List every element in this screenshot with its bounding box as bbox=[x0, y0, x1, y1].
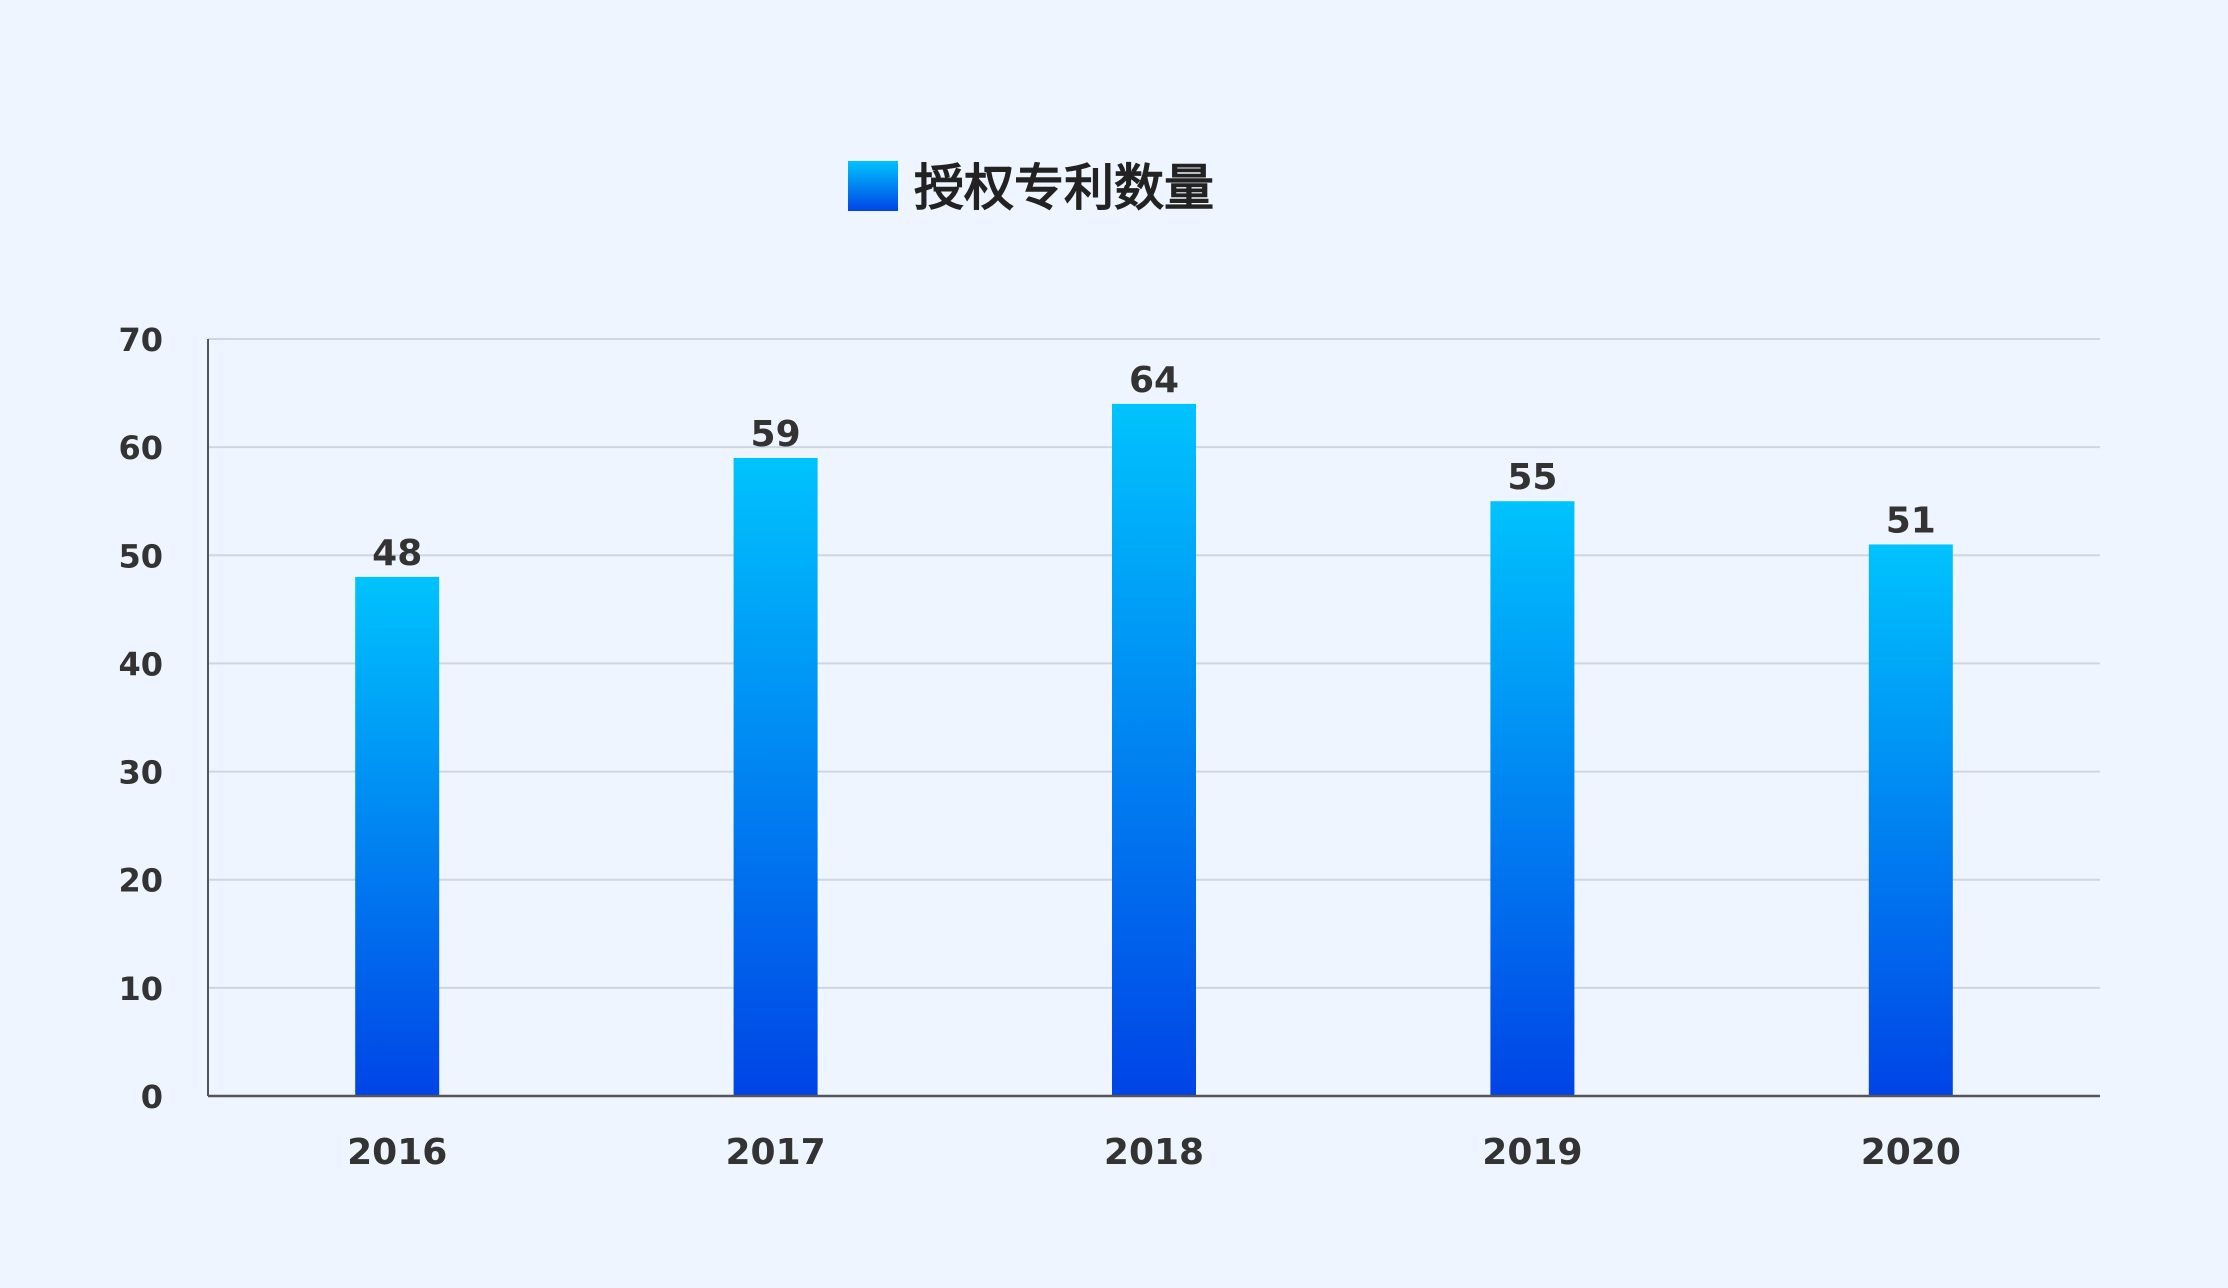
data-labels: 48 59 64 55 51 bbox=[372, 360, 1936, 574]
y-tick-label: 50 bbox=[118, 537, 163, 575]
bar-2019 bbox=[1490, 501, 1575, 1096]
x-tick-label-2017: 2017 bbox=[725, 1132, 825, 1173]
y-tick-label: 0 bbox=[141, 1078, 163, 1116]
legend-swatch bbox=[848, 161, 898, 211]
x-tick-label-2016: 2016 bbox=[347, 1132, 447, 1173]
data-label-2020: 51 bbox=[1886, 500, 1936, 541]
legend: 授权专利数量 bbox=[848, 159, 1214, 217]
bar-2020 bbox=[1868, 544, 1953, 1096]
y-tick-label: 30 bbox=[118, 754, 163, 792]
data-label-2018: 64 bbox=[1129, 360, 1179, 401]
y-tick-label: 60 bbox=[118, 429, 163, 467]
data-label-2019: 55 bbox=[1507, 457, 1557, 498]
data-label-2017: 59 bbox=[751, 414, 801, 455]
x-axis-ticks: 2016 2017 2018 2019 2020 bbox=[347, 1132, 1961, 1173]
bar-2017 bbox=[733, 457, 818, 1096]
x-tick-label-2019: 2019 bbox=[1482, 1132, 1582, 1173]
bar-2016 bbox=[355, 576, 440, 1096]
legend-label: 授权专利数量 bbox=[914, 159, 1214, 217]
y-axis-ticks: 0 10 20 30 40 50 60 70 bbox=[118, 321, 163, 1116]
y-tick-label: 70 bbox=[118, 321, 163, 359]
x-tick-label-2018: 2018 bbox=[1104, 1132, 1204, 1173]
bar-2018 bbox=[1112, 403, 1196, 1096]
axes bbox=[207, 339, 2100, 1098]
y-tick-label: 20 bbox=[118, 862, 163, 900]
x-tick-label-2020: 2020 bbox=[1861, 1132, 1961, 1173]
y-tick-label: 10 bbox=[118, 970, 163, 1008]
bars bbox=[355, 403, 1953, 1096]
data-label-2016: 48 bbox=[372, 533, 422, 574]
y-tick-label: 40 bbox=[118, 645, 163, 683]
